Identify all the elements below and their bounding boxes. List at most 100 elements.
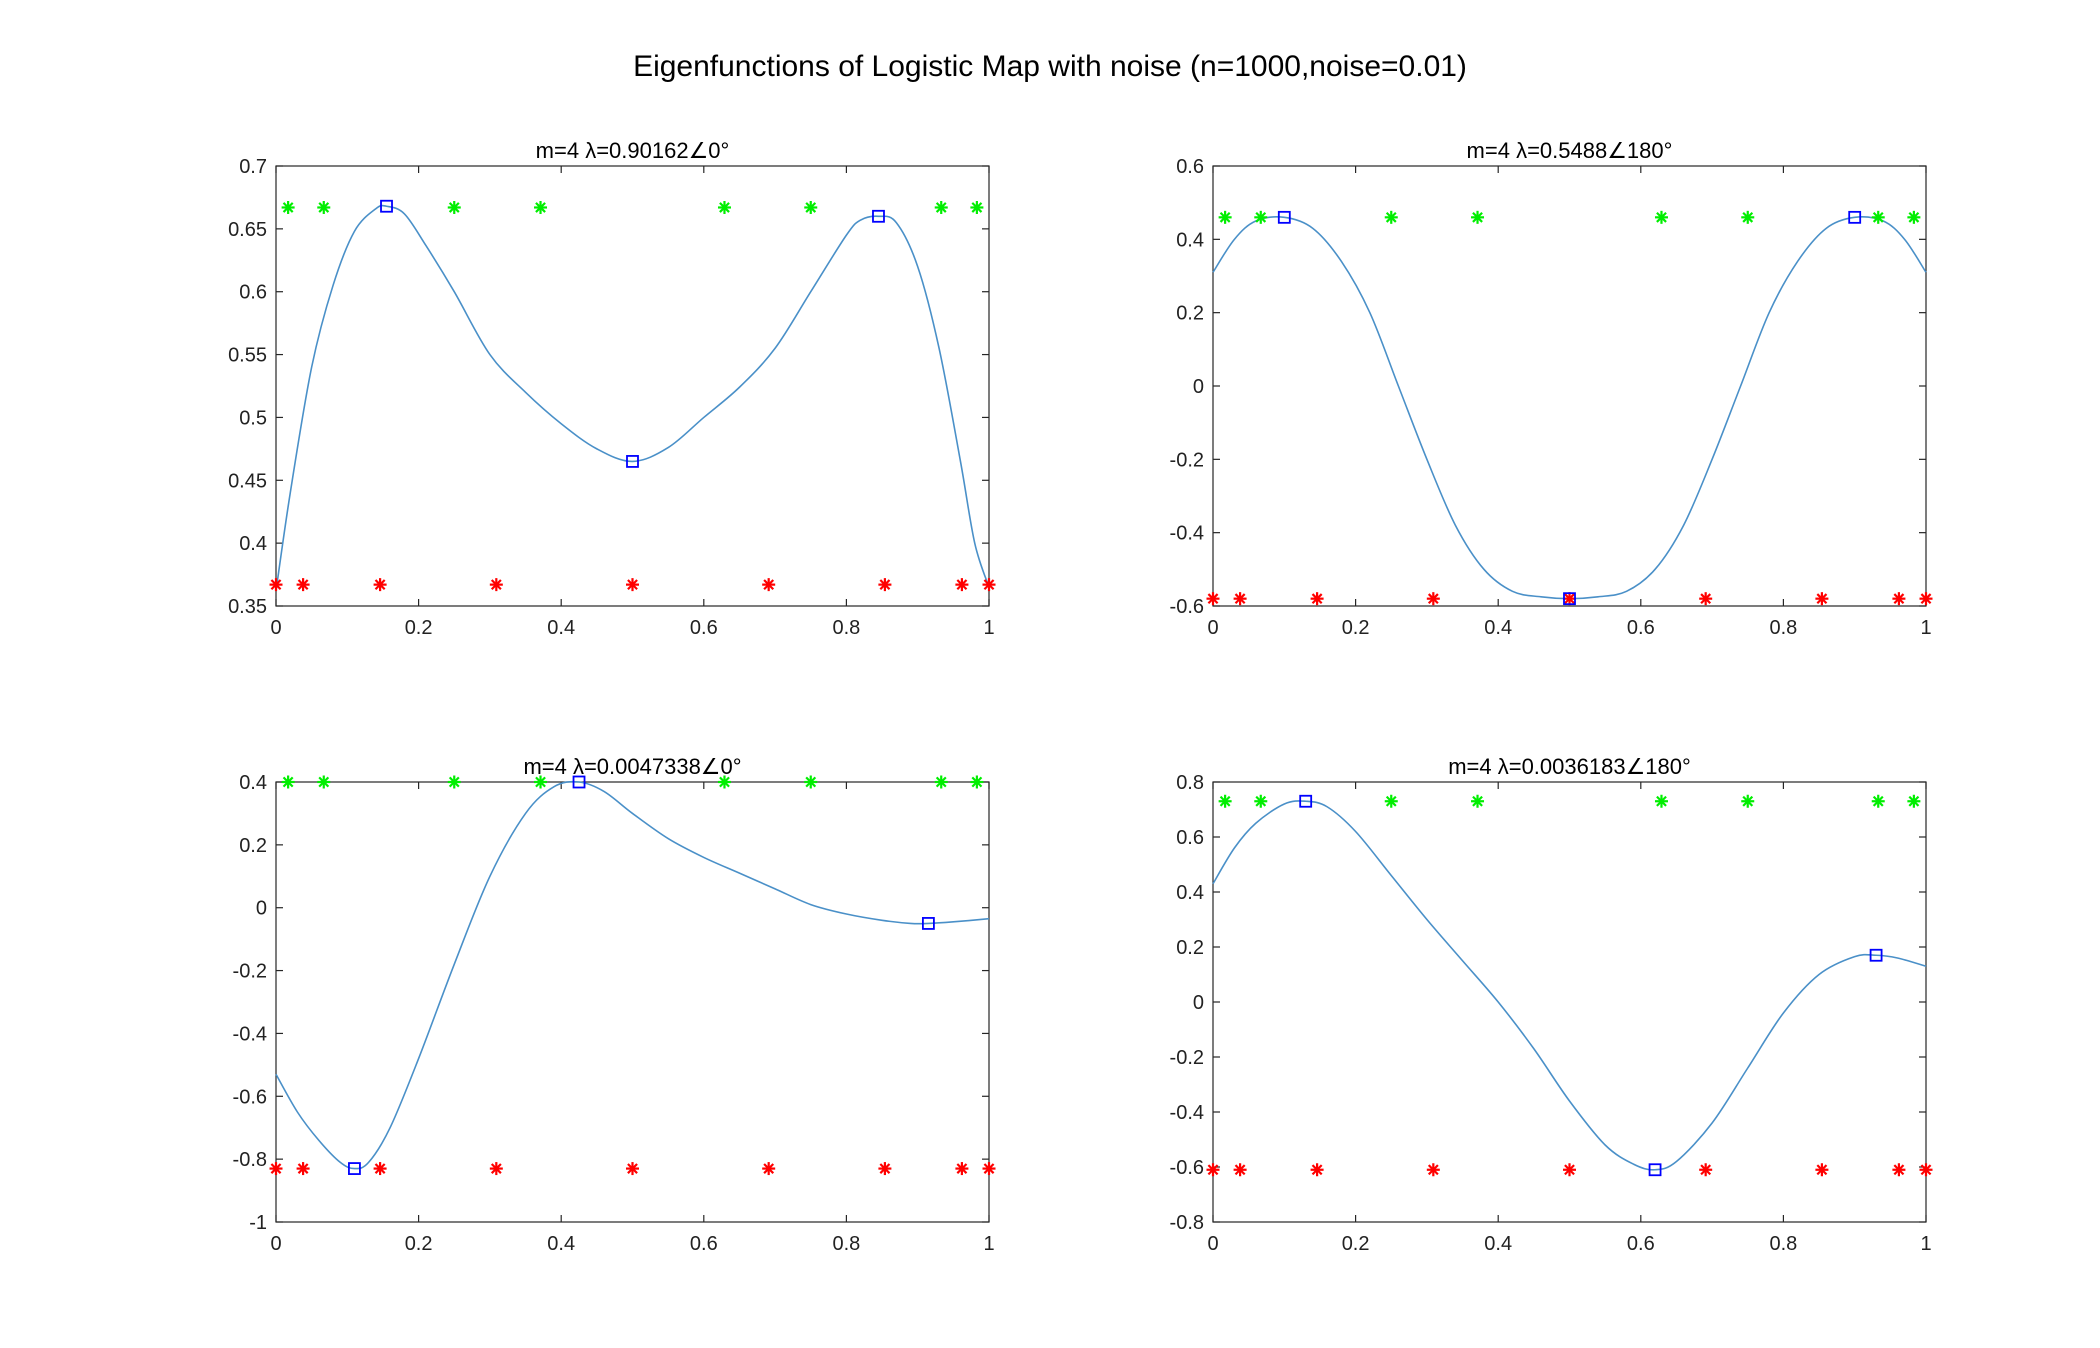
extremum-square-marker [1277,210,1291,224]
subplot-3: m=4 λ=0.0047338∠0° 0 0.2 0.4 0.6 0.8 1 -1 -0.8 -0… [233,754,996,1255]
green-star-marker-stroke [448,202,460,213]
red-star-marker-stroke [1816,1164,1828,1176]
green-star-marker-stroke [1385,795,1397,807]
red-star-marker [1919,592,1933,606]
eigenfunction-curve [275,780,990,1170]
y-tick-label: 0.35 [228,596,267,618]
red-star-marker [1892,592,1906,606]
y-tick-label: -0.6 [1170,596,1204,618]
extremum-square-marker [380,199,393,213]
x-tick-label: 0.2 [405,617,433,639]
extremum-square-marker [348,1162,361,1175]
red-star-marker [1815,1163,1829,1177]
y-tick-label: 0.7 [239,156,267,178]
x-tick-label: 0.4 [547,617,575,639]
green-star-marker [934,200,948,214]
green-star-marker [1218,210,1232,224]
red-star-marker [762,578,776,592]
red-star-marker-stroke [956,579,968,591]
x-tick-label: 0.6 [1627,1233,1655,1255]
x-tick-label: 0.4 [1484,1233,1512,1255]
red-star-marker-stroke [983,579,995,591]
green-star-marker-stroke [1255,795,1267,807]
x-tick-label: 0 [270,617,281,639]
red-star-marker-stroke [1700,1164,1712,1176]
green-star-marker [804,200,818,214]
subplot-title: m=4 λ=0.0036183∠180° [1448,754,1691,779]
red-star-marker [878,1162,892,1176]
axes-box [1212,165,1927,607]
red-star-marker-stroke [956,1163,968,1174]
green-star-marker-stroke [971,202,983,213]
extremum-square-marker [626,455,639,468]
y-tick-label: -0.8 [233,1149,267,1171]
red-star-marker [373,578,387,592]
green-star-marker [1871,794,1885,808]
green-star-marker-stroke [318,202,330,213]
x-tick-label: 0.6 [690,617,718,639]
red-star-marker-stroke [490,579,502,591]
x-tick-label: 0 [1207,617,1218,639]
x-tick-label: 0.8 [1769,617,1797,639]
green-star-marker-stroke [1219,211,1231,223]
x-tick-label: 0.8 [832,1233,860,1255]
x-tick-label: 0.6 [690,1233,718,1255]
green-star-marker [1254,210,1268,224]
green-star-marker-stroke [805,776,817,788]
red-star-marker [1426,592,1440,606]
red-star-marker-stroke [1564,1164,1575,1176]
y-tick-label: 0 [1193,376,1204,398]
red-star-marker-stroke [297,1163,309,1174]
red-star-marker [269,578,283,592]
y-tick-label: -0.2 [1170,449,1204,471]
red-star-marker [296,578,310,592]
green-star-marker-stroke [1908,795,1920,807]
red-star-marker [982,1162,996,1176]
green-star-marker-stroke [1872,795,1884,807]
y-tick-label: -0.2 [1170,1047,1204,1069]
green-star-marker-stroke [719,776,730,788]
green-star-marker-stroke [1472,211,1483,223]
x-tick-label: 1 [983,617,994,639]
green-star-marker-stroke [1656,795,1667,807]
y-tick-label: 0.5 [239,407,267,429]
green-star-marker [281,200,295,214]
extremum-square-marker [1648,1163,1662,1177]
red-star-marker [1233,592,1247,606]
red-star-marker-stroke [763,1163,775,1174]
red-star-marker [955,1162,969,1176]
red-star-marker [1699,1163,1713,1177]
red-star-marker-stroke [983,1163,995,1174]
x-tick-label: 0.2 [1342,1233,1370,1255]
eigenfunction-curve [1212,800,1927,1171]
y-tick-label: 0.6 [1176,156,1204,178]
extremum-square-marker [872,209,885,223]
y-tick-label: -0.6 [1170,1157,1204,1179]
green-star-marker [1654,794,1668,808]
green-star-marker-stroke [448,776,460,788]
y-tick-label: 0 [256,898,267,920]
y-tick-label: 0.4 [239,533,267,555]
x-tick-label: 0.4 [1484,617,1512,639]
green-star-marker [1471,210,1485,224]
figure-title: Eigenfunctions of Logistic Map with nois… [633,50,1467,83]
red-star-marker-stroke [1893,1164,1905,1176]
red-star-marker [762,1162,776,1176]
green-star-marker-stroke [282,202,294,213]
red-star-marker-stroke [1311,1164,1323,1176]
red-star-marker-stroke [270,1163,282,1174]
red-star-marker [1892,1163,1906,1177]
green-star-marker [970,775,984,789]
x-tick-label: 1 [983,1233,994,1255]
red-star-marker [955,578,969,592]
x-tick-label: 0.2 [1342,617,1370,639]
green-star-marker [1384,210,1398,224]
red-star-marker-stroke [374,1163,386,1174]
y-tick-label: 0.2 [1176,937,1204,959]
green-star-marker [281,775,295,789]
green-star-marker-stroke [535,202,546,213]
x-tick-label: 0 [270,1233,281,1255]
green-star-marker [1384,794,1398,808]
y-tick-label: -0.8 [1170,1212,1204,1234]
